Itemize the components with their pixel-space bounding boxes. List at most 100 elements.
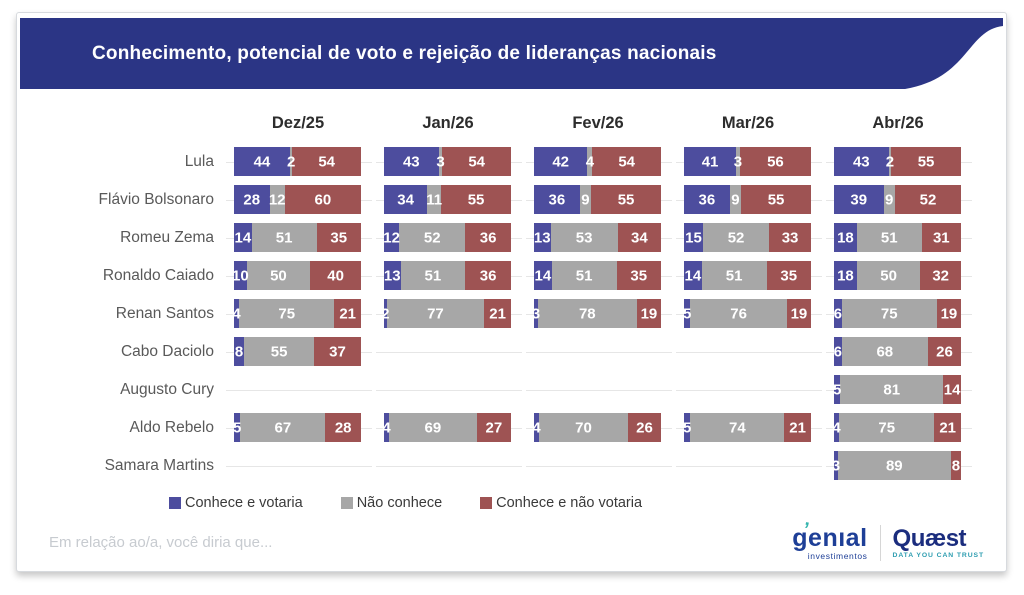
segment-nao-conhece: 51	[251, 223, 317, 252]
segment-value: 8	[951, 457, 961, 474]
segment-value: 19	[640, 305, 658, 322]
segment-conhece-e-nao-votaria: 60	[284, 185, 361, 214]
segment-value: 2	[885, 153, 895, 170]
segment-conhece-e-nao-votaria: 54	[592, 147, 661, 176]
stacked-bar: 5 67 28	[233, 413, 361, 442]
stacked-bar: 3 89 8	[832, 451, 961, 480]
bar-cell	[226, 371, 376, 409]
segment-nao-conhece: 51	[551, 261, 617, 290]
segment-value: 34	[397, 191, 414, 208]
segment-conhece-e-votaria: 43	[834, 147, 889, 176]
bar-cell: 4 70 26	[526, 409, 676, 447]
banner-swoosh-shape	[20, 18, 1003, 89]
segment-value: 55	[270, 343, 288, 360]
segment-value: 51	[424, 267, 442, 284]
segment-value: 52	[919, 191, 937, 208]
segment-value: 21	[339, 305, 356, 322]
segment-value: 21	[939, 419, 956, 436]
stacked-bar: 43 2 55	[834, 147, 961, 176]
segment-nao-conhece: 69	[389, 413, 477, 442]
column-header-spacer	[21, 107, 226, 139]
stacked-bar: 5 76 19	[683, 299, 811, 328]
bar-cell: 4 75 21	[226, 295, 376, 333]
segment-value: 34	[631, 229, 648, 246]
segment-value: 69	[424, 419, 442, 436]
bar-cell: 5 76 19	[676, 295, 826, 333]
legend-label: Conhece e votaria	[185, 495, 303, 511]
segment-nao-conhece: 51	[856, 223, 922, 252]
segment-value: 2	[381, 305, 390, 322]
segment-value: 5	[833, 381, 842, 398]
segment-value: 27	[485, 419, 503, 436]
bar-cell: 6 75 19	[826, 295, 976, 333]
segment-value: 77	[427, 305, 444, 322]
stacked-bar: 43 3 54	[384, 147, 511, 176]
bar-cell	[376, 447, 526, 485]
segment-conhece-e-nao-votaria: 31	[921, 223, 961, 252]
segment-nao-conhece: 55	[244, 337, 314, 366]
segment-value: 35	[780, 267, 798, 284]
segment-value: 56	[767, 153, 784, 170]
row-gridline	[526, 352, 672, 353]
logo-divider	[879, 525, 881, 561]
segment-conhece-e-votaria: 13	[534, 223, 551, 252]
legend-item: Não conhece	[340, 495, 442, 511]
stacked-bar: 36 9 55	[534, 185, 661, 214]
segment-value: 4	[585, 153, 595, 170]
stacked-bar: 3 78 19	[532, 299, 661, 328]
segment-value: 54	[318, 153, 336, 170]
bar-cell: 10 50 40	[226, 257, 376, 295]
segment-conhece-e-nao-votaria: 35	[766, 261, 811, 290]
segment-value: 4	[232, 305, 241, 322]
segment-value: 51	[275, 229, 293, 246]
segment-value: 6	[833, 343, 842, 360]
segment-value: 36	[479, 229, 497, 246]
segment-value: 43	[852, 153, 870, 170]
segment-conhece-e-nao-votaria: 14	[943, 375, 961, 404]
row-gridline	[226, 390, 372, 391]
bar-cell: 3 89 8	[826, 447, 976, 485]
segment-value: 81	[883, 381, 901, 398]
stacked-bar: 4 70 26	[532, 413, 661, 442]
bar-cell	[676, 333, 826, 371]
segment-value: 41	[701, 153, 719, 170]
row-gridline	[376, 390, 522, 391]
segment-conhece-e-votaria: 12	[383, 223, 400, 252]
stacked-bar: 44 2 54	[234, 147, 361, 176]
segment-value: 19	[790, 305, 808, 322]
stacked-bar: 14 51 35	[234, 223, 361, 252]
bar-cell: 13 53 34	[526, 219, 676, 257]
bar-cell: 4 69 27	[376, 409, 526, 447]
segment-conhece-e-votaria: 4	[832, 413, 841, 442]
segment-conhece-e-nao-votaria: 36	[465, 223, 511, 252]
bar-cell: 42 4 54	[526, 143, 676, 181]
bar-cell: 5 74 21	[676, 409, 826, 447]
stacked-bar: 39 9 52	[834, 185, 961, 214]
stacked-bar: 5 81 14	[833, 375, 961, 404]
bar-cell: 6 68 26	[826, 333, 976, 371]
segment-value: 9	[731, 191, 740, 208]
segment-nao-conhece: 9	[729, 185, 742, 214]
segment-conhece-e-votaria: 36	[684, 185, 730, 214]
segment-value: 10	[232, 267, 249, 284]
bar-cell: 13 51 36	[376, 257, 526, 295]
segment-nao-conhece: 78	[537, 299, 637, 328]
month-column-header: Abr/26	[872, 113, 924, 132]
segment-value: 26	[936, 343, 953, 360]
segment-value: 21	[789, 419, 806, 436]
segment-value: 37	[329, 343, 346, 360]
row-gridline	[226, 466, 372, 467]
segment-value: 35	[330, 229, 348, 246]
segment-nao-conhece: 3	[734, 147, 742, 176]
segment-conhece-e-votaria: 6	[834, 337, 842, 366]
bar-cell	[376, 371, 526, 409]
segment-conhece-e-votaria: 41	[684, 147, 737, 176]
segment-value: 36	[548, 191, 566, 208]
segment-nao-conhece: 70	[539, 413, 628, 442]
bar-cell: 39 9 52	[826, 181, 976, 219]
bar-cell: 41 3 56	[676, 143, 826, 181]
segment-conhece-e-votaria: 3	[532, 299, 540, 328]
segment-value: 89	[885, 457, 903, 474]
segment-value: 70	[575, 419, 592, 436]
quaest-logo-text: Quæst	[892, 524, 967, 552]
